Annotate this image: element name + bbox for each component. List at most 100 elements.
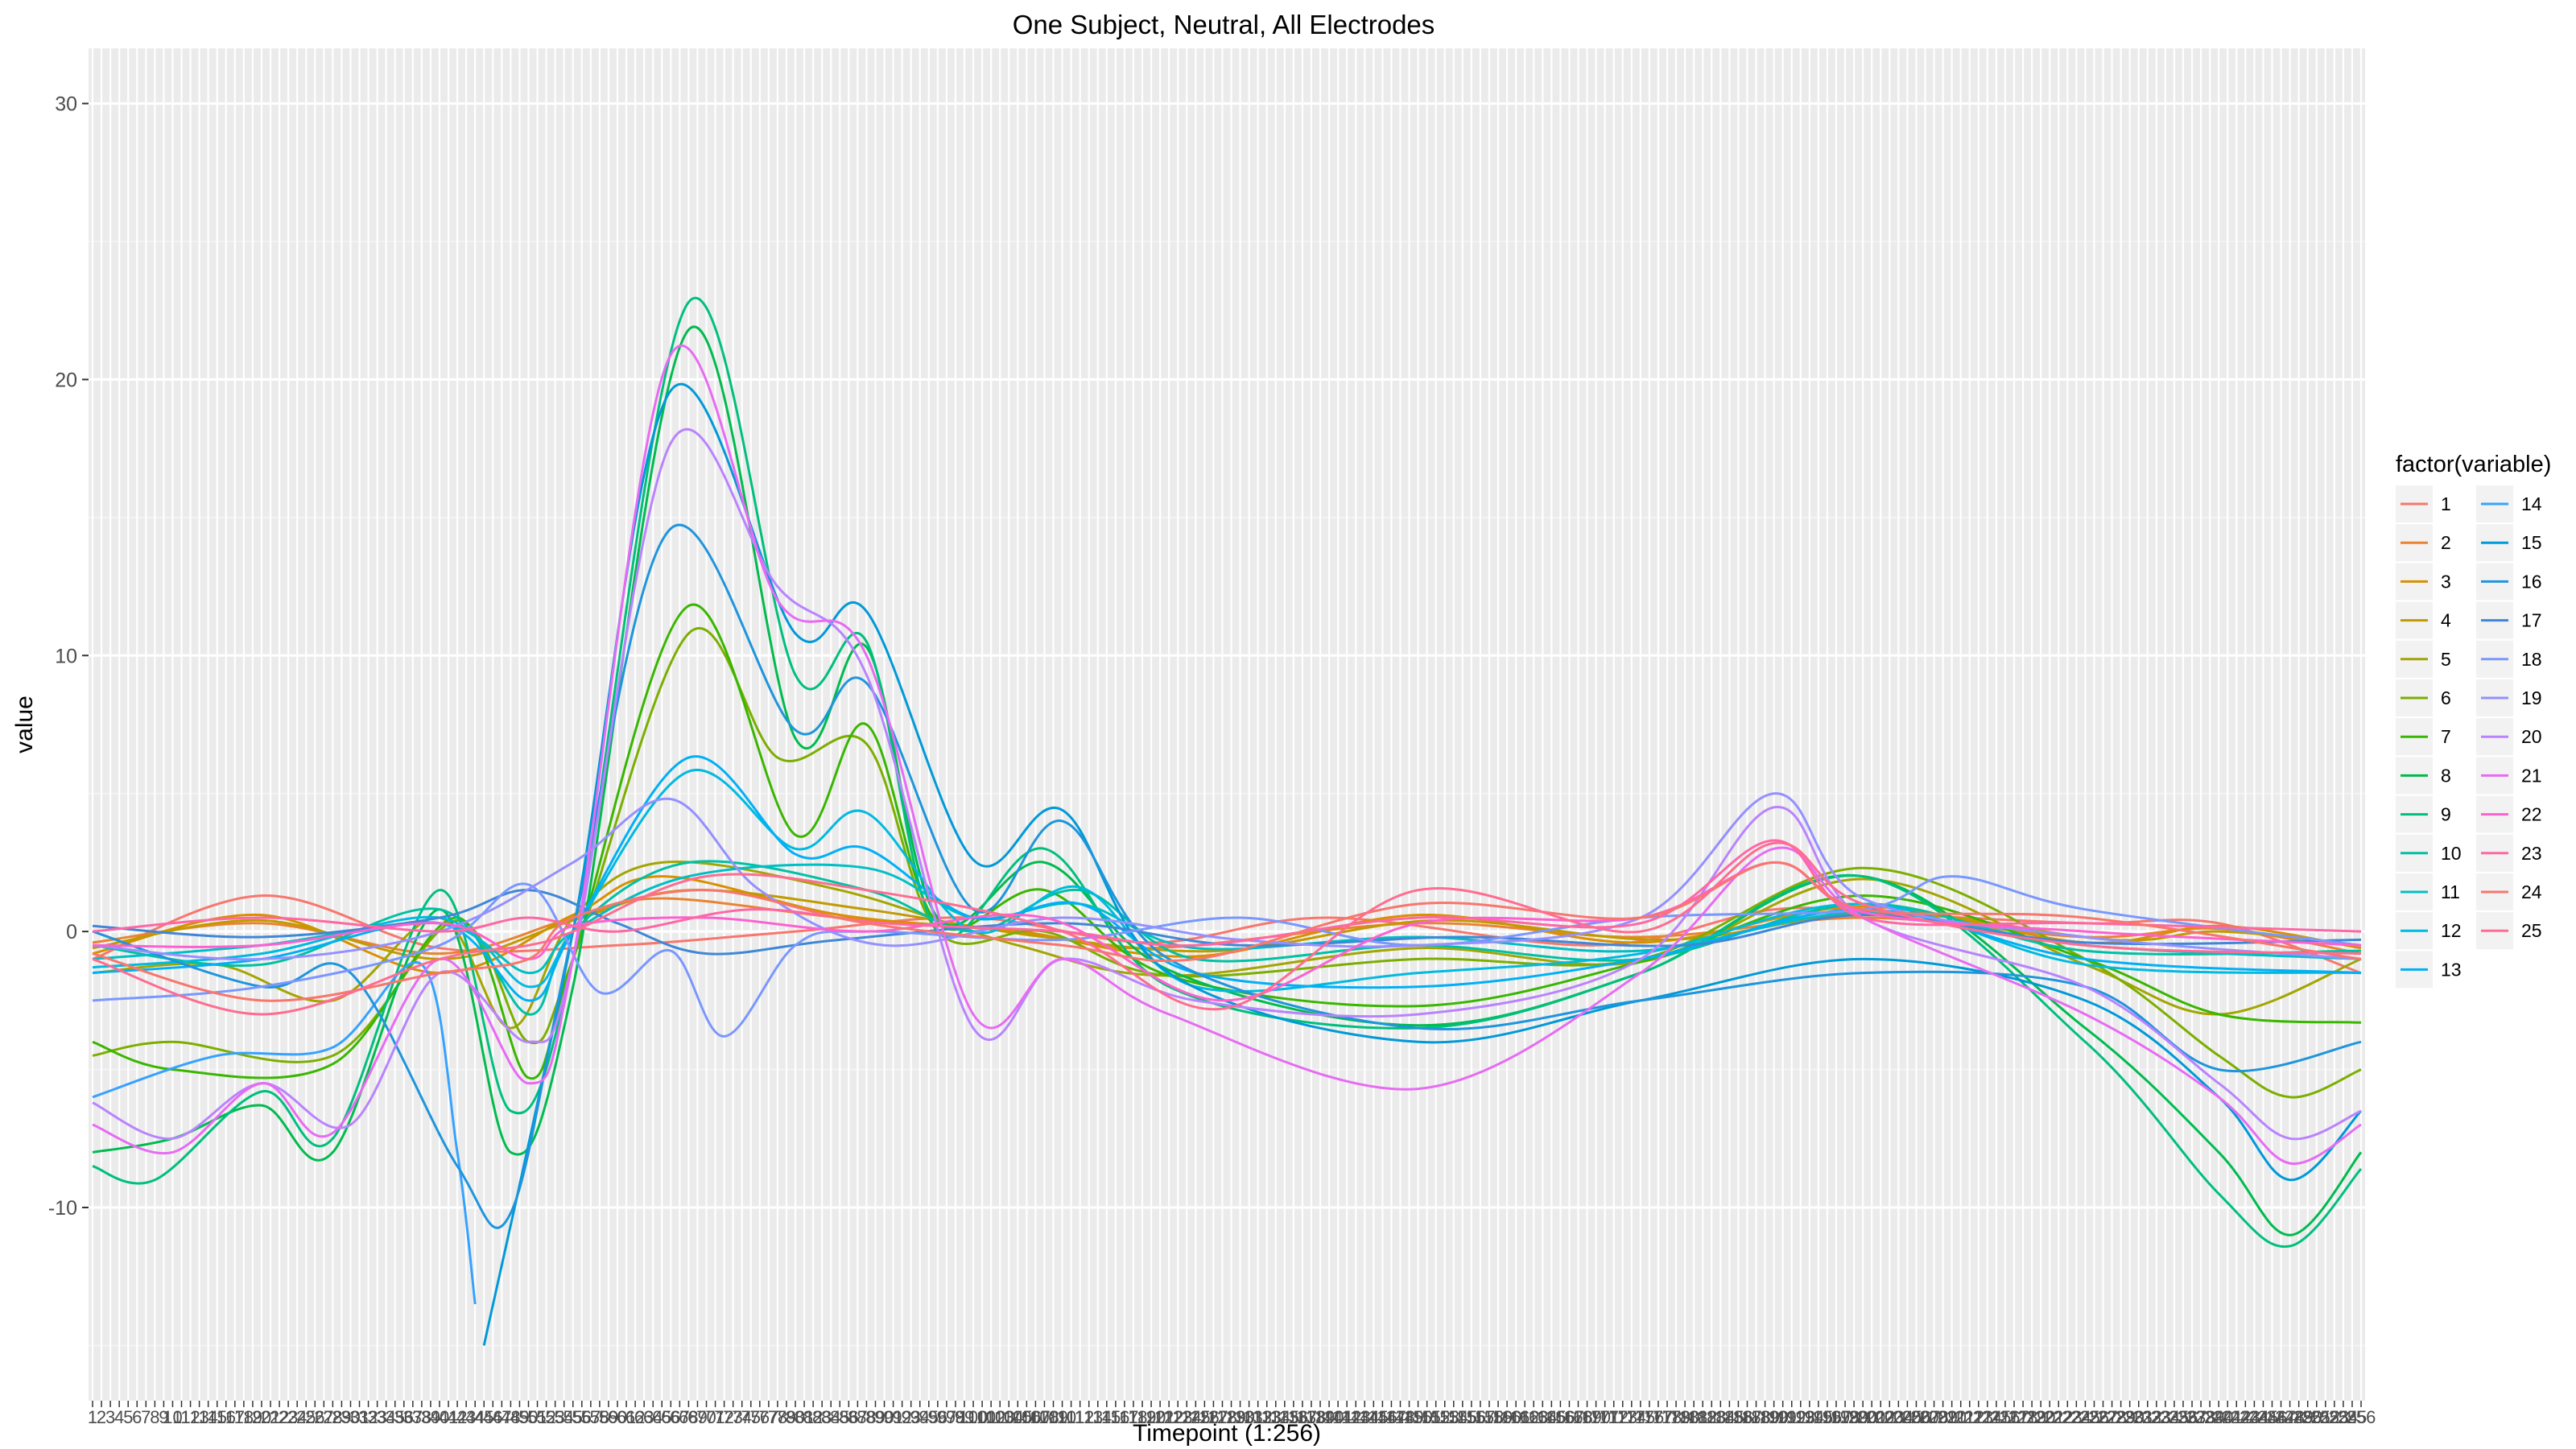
x-tick-label: 129 (1216, 1407, 1246, 1427)
x-tick-label: 245 (2248, 1407, 2278, 1427)
x-tick-label: 181 (1679, 1407, 1709, 1427)
x-tick-label: 238 (2186, 1407, 2216, 1427)
series-line-16 (92, 524, 2362, 1229)
legend-label: 23 (2521, 843, 2542, 864)
x-tick-label: 161 (1501, 1407, 1531, 1427)
x-tick-label: 141 (1323, 1407, 1353, 1427)
x-tick-label: 235 (2160, 1407, 2190, 1427)
x-tick-label: 216 (1991, 1407, 2021, 1427)
x-tick-label: 34 (376, 1407, 395, 1427)
legend-label: 9 (2441, 804, 2451, 825)
x-tick-label: 56 (572, 1407, 592, 1427)
legend-label: 14 (2521, 493, 2542, 514)
x-tick-label: 92 (892, 1407, 911, 1427)
y-axis-ticks: -10 0 10 20 30 (48, 93, 89, 1220)
x-tick-label: 44 (465, 1407, 485, 1427)
x-tick-label: 10 (163, 1407, 182, 1427)
legend-label: 2 (2441, 532, 2451, 553)
legend-item-2: 2 (2396, 524, 2451, 562)
x-tick-label: 174 (1616, 1407, 1646, 1427)
x-tick-label: 98 (946, 1407, 965, 1427)
x-tick-label: 27 (314, 1407, 333, 1427)
x-tick-label: 163 (1519, 1407, 1549, 1427)
x-tick-label: 231 (2124, 1407, 2153, 1427)
legend-item-17: 17 (2476, 601, 2542, 639)
x-tick-label: 96 (928, 1407, 947, 1427)
x-tick-label: 116 (1101, 1407, 1129, 1427)
x-tick-label: 30 (341, 1407, 360, 1427)
legend-item-1: 1 (2396, 485, 2451, 522)
x-tick-label: 60 (608, 1407, 627, 1427)
series-line-22 (92, 861, 2362, 1002)
x-tick-label: 154 (1439, 1407, 1468, 1427)
x-tick-label: 239 (2195, 1407, 2225, 1427)
x-tick-label: 39 (421, 1407, 440, 1427)
x-tick-label: 25 (296, 1407, 316, 1427)
x-tick-label: 256 (2347, 1407, 2376, 1427)
x-tick-label: 45 (474, 1407, 493, 1427)
x-tick-label: 68 (679, 1407, 698, 1427)
x-tick-label: 100 (959, 1407, 989, 1427)
legend-label: 18 (2521, 649, 2542, 670)
x-tick-label: 226 (2079, 1407, 2109, 1427)
x-tick-label: 106 (1012, 1407, 1042, 1427)
series-line-15 (482, 382, 2363, 1346)
x-tick-label: 146 (1368, 1407, 1397, 1427)
x-tick-label: 108 (1030, 1407, 1059, 1427)
legend-label: 8 (2441, 765, 2451, 786)
x-tick-label: 253 (2319, 1407, 2349, 1427)
x-tick-label: 136 (1279, 1407, 1309, 1427)
x-tick-label: 107 (1021, 1407, 1051, 1427)
x-tick-label: 166 (1546, 1407, 1575, 1427)
x-tick-label: 52 (536, 1407, 555, 1427)
x-tick-label: 32 (358, 1407, 378, 1427)
x-tick-label: 240 (2204, 1407, 2234, 1427)
x-tick-label: 102 (976, 1407, 1006, 1427)
x-tick-label: 29 (332, 1407, 351, 1427)
series-line-21 (92, 345, 2362, 1165)
x-tick-label: 21 (261, 1407, 280, 1427)
x-tick-label: 93 (901, 1407, 920, 1427)
x-tick-label: 119 (1128, 1407, 1156, 1427)
x-tick-label: 167 (1554, 1407, 1584, 1427)
x-tick-label: 82 (803, 1407, 823, 1427)
x-tick-label: 79 (777, 1407, 796, 1427)
legend-item-21: 21 (2476, 757, 2542, 795)
x-tick-label: 244 (2240, 1407, 2269, 1427)
x-tick-label: 164 (1528, 1407, 1558, 1427)
x-tick-label: 37 (403, 1407, 423, 1427)
x-tick-label: 14 (198, 1407, 217, 1427)
y-tick-label: 10 (55, 645, 77, 667)
x-tick-label: 159 (1484, 1407, 1513, 1427)
x-tick-label: 175 (1626, 1407, 1656, 1427)
x-tick-label: 112 (1066, 1407, 1094, 1427)
legend-label: 16 (2521, 571, 2542, 592)
legend-item-24: 24 (2476, 873, 2542, 910)
x-tick-label: 5 (123, 1407, 133, 1427)
x-tick-label: 151 (1412, 1407, 1442, 1427)
x-tick-label: 87 (848, 1407, 867, 1427)
major-gridlines (89, 48, 2365, 1401)
x-tick-label: 250 (2293, 1407, 2322, 1427)
x-tick-label: 67 (670, 1407, 689, 1427)
x-tick-label: 224 (2062, 1407, 2091, 1427)
x-tick-label: 26 (305, 1407, 324, 1427)
x-tick-label: 81 (795, 1407, 814, 1427)
x-tick-label: 48 (501, 1407, 520, 1427)
x-tick-label: 105 (1003, 1407, 1033, 1427)
x-tick-label: 124 (1172, 1407, 1202, 1427)
legend-label: 1 (2441, 493, 2451, 514)
x-tick-label: 74 (732, 1407, 751, 1427)
x-tick-label: 90 (874, 1407, 894, 1427)
x-tick-label: 4 (114, 1407, 124, 1427)
x-tick-label: 145 (1359, 1407, 1389, 1427)
x-tick-label: 202 (1866, 1407, 1896, 1427)
x-tick-label: 65 (652, 1407, 671, 1427)
x-tick-label: 31 (349, 1407, 369, 1427)
x-tick-label: 169 (1572, 1407, 1602, 1427)
x-tick-label: 54 (554, 1407, 573, 1427)
x-tick-label: 185 (1715, 1407, 1744, 1427)
x-tick-label: 2 (97, 1407, 106, 1427)
x-tick-label: 177 (1644, 1407, 1674, 1427)
x-tick-label: 80 (786, 1407, 805, 1427)
